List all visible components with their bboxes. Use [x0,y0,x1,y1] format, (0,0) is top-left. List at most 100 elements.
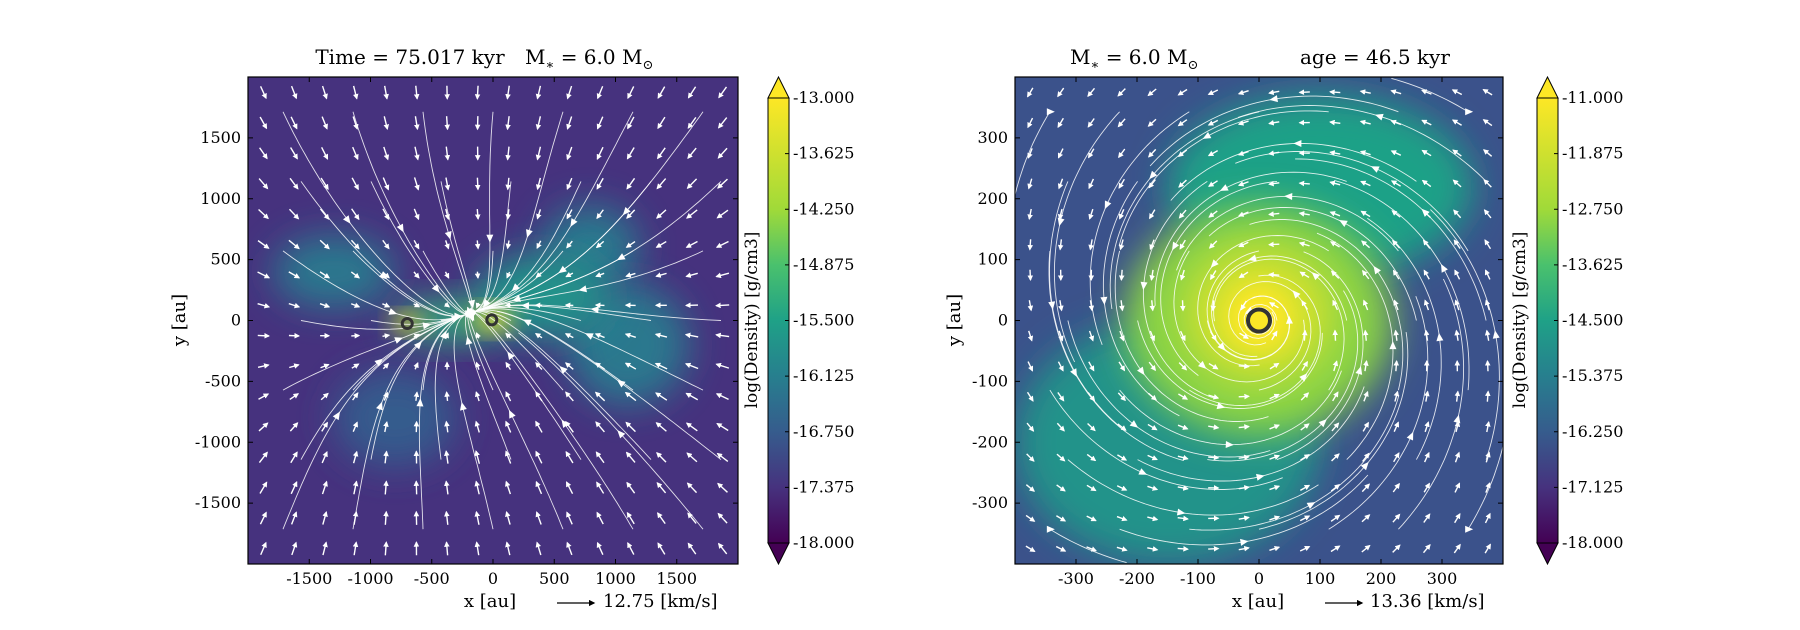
velocity-arrow [505,116,511,131]
velocity-arrow [1207,119,1219,126]
velocity-arrow [352,421,358,432]
streamline-arrowhead [376,401,383,411]
velocity-arrow [596,481,605,494]
streamline [468,308,704,391]
velocity-arrow [259,481,268,494]
streamline [473,311,634,530]
velocity-arrow [1454,421,1461,433]
velocity-arrow [257,332,270,339]
panel-left-xlabel: x [au] [464,591,516,612]
velocity-arrow [1058,330,1064,342]
velocity-arrow [715,332,730,339]
velocity-arrow [1149,330,1156,342]
velocity-arrow [1027,330,1034,342]
streamline [1228,281,1312,391]
streamline-arrowhead [1140,281,1148,291]
velocity-arrow [1116,485,1128,491]
velocity-arrow [716,452,729,462]
velocity-arrow [413,333,421,339]
streamline [1142,181,1215,399]
velocity-arrow [536,209,542,220]
streamline-arrowhead [526,229,533,238]
velocity-arrow [1179,239,1186,250]
streamline-arrowhead [1465,108,1474,116]
velocity-arrow [1299,515,1311,522]
velocity-arrow [259,511,267,525]
streamline [1114,250,1269,422]
velocity-arrow [1208,454,1220,461]
velocity-arrow [1453,543,1461,554]
panel-right-velocity-arrows [1025,87,1493,554]
velocity-arrow [290,480,298,495]
velocity-arrow [383,450,389,464]
velocity-arrow [655,272,667,278]
velocity-arrow [1237,89,1249,96]
velocity-arrow [684,332,699,339]
velocity-arrow [1027,300,1034,312]
streamline [1119,370,1342,446]
panel-right-plot-area [1015,77,1503,564]
velocity-arrow [351,208,360,221]
velocity-arrow [1362,329,1369,341]
panel-right-colorbar-label: log(Density) [g/cm3] [1510,232,1530,409]
velocity-arrow [1300,392,1310,401]
velocity-arrow [1332,299,1339,311]
streamline-arrowhead [570,218,578,227]
velocity-arrow [685,240,698,248]
velocity-arrow [505,177,511,191]
velocity-arrow [1390,89,1402,95]
y-tick-label: 0 [998,311,1008,330]
velocity-arrow [383,85,389,100]
colorbar-tick-label: -11.875 [1562,144,1623,163]
streamline [1137,320,1323,409]
velocity-arrow [1056,453,1066,462]
velocity-arrow [535,177,542,191]
velocity-arrow [1423,513,1431,523]
velocity-arrow [1147,485,1159,491]
velocity-arrow [352,392,359,401]
velocity-arrow [1421,119,1432,126]
velocity-arrow [535,391,543,402]
velocity-arrow [1208,180,1218,187]
velocity-arrow [474,208,481,221]
velocity-arrow [715,302,730,309]
velocity-arrow [257,271,271,279]
x-tick-label: 0 [488,569,498,588]
streamline [1173,250,1305,383]
velocity-arrow [383,510,389,525]
velocity-arrow [1177,88,1188,96]
velocity-arrow [1360,180,1371,187]
velocity-arrow [1362,269,1370,280]
velocity-arrow [1177,119,1188,127]
velocity-arrow [1057,148,1064,159]
streamline-arrowhead [413,341,422,350]
velocity-arrow [1178,209,1187,219]
streamline [1391,77,1469,113]
velocity-arrow [1209,331,1217,341]
velocity-arrow [657,512,666,525]
streamline-arrowhead [1284,192,1293,200]
velocity-arrow [1237,150,1249,156]
y-tick-label: -1500 [195,493,241,512]
velocity-arrow [382,333,391,339]
velocity-arrow [654,362,668,370]
velocity-arrow [321,85,328,100]
velocity-arrow [566,240,573,249]
velocity-arrow [1484,269,1491,280]
velocity-arrow [1300,423,1310,431]
streamline [1316,232,1394,460]
velocity-arrow [1392,239,1401,249]
velocity-arrow [1423,451,1430,463]
streamline-arrowhead [1248,254,1257,262]
velocity-arrow [626,209,636,219]
velocity-arrow [444,541,450,556]
streamline-arrowhead [1355,366,1363,375]
velocity-arrow [687,116,697,129]
velocity-arrow [1390,119,1402,126]
velocity-arrow [1238,363,1250,369]
streamline-arrowhead [444,231,452,240]
velocity-arrow [1238,454,1250,461]
velocity-arrow [1454,329,1460,341]
velocity-arrow [475,302,482,309]
